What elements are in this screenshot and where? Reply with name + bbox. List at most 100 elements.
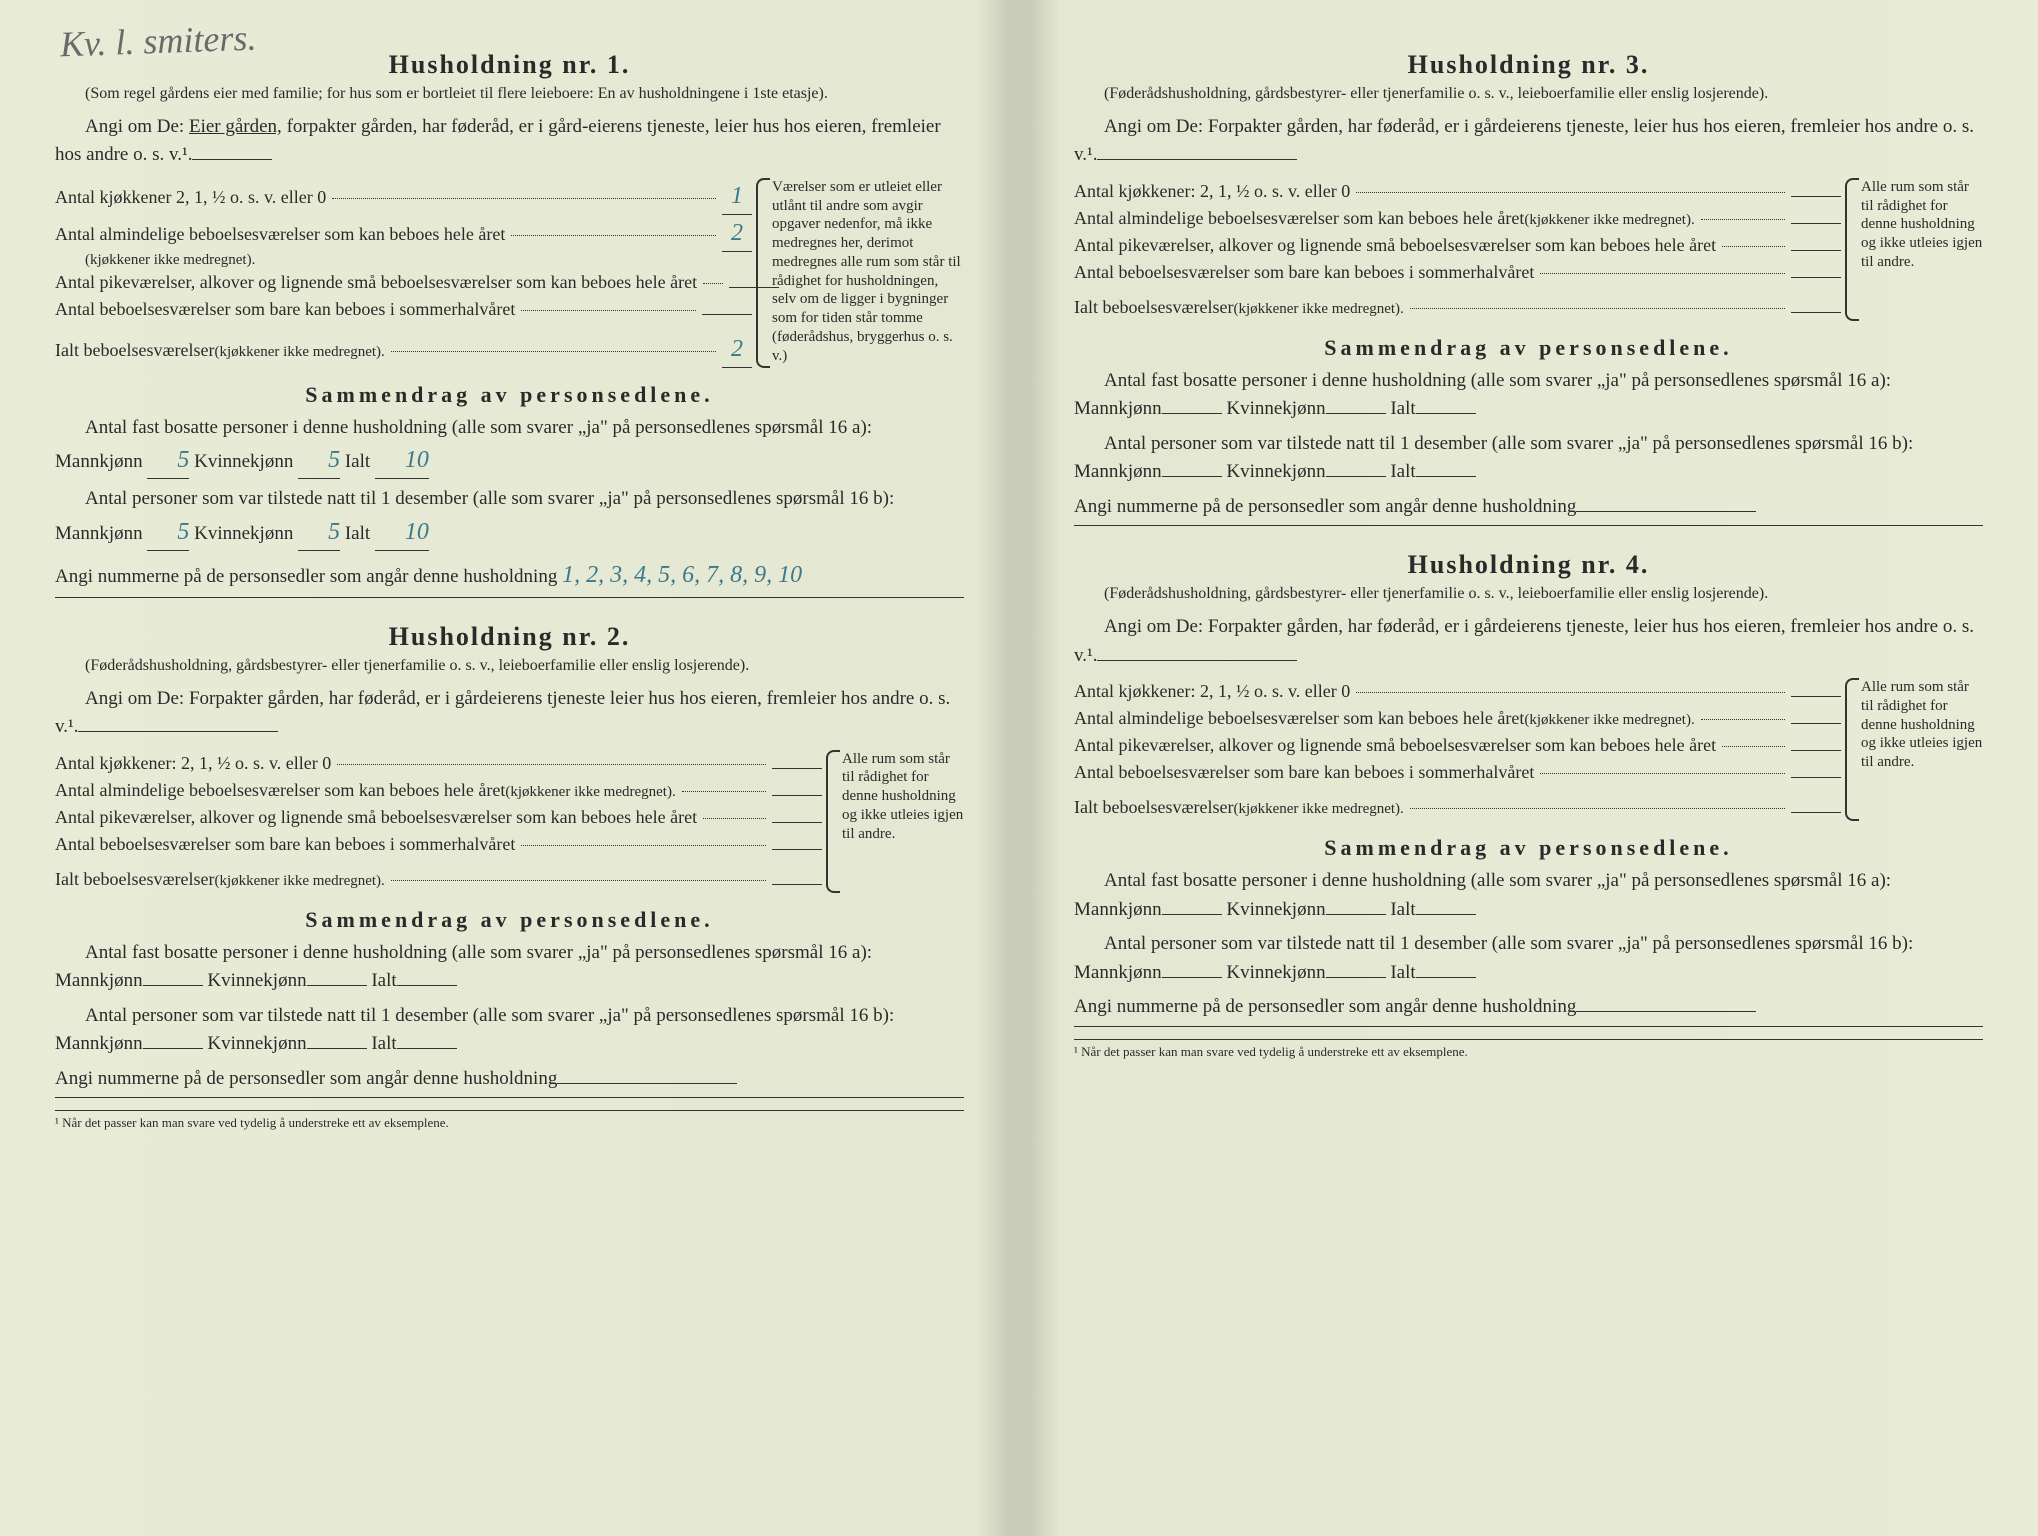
bare-label-4: Antal beboelsesværelser som bare kan beb…	[1074, 759, 1534, 786]
brace-icon	[1845, 178, 1859, 321]
brace-icon	[826, 750, 840, 893]
right-page: Husholdning nr. 3. (Føderådshusholdning,…	[1019, 0, 2038, 1536]
mann-a: 5	[147, 442, 189, 479]
tilstede-label-4: Antal personer som var tilstede natt til…	[1074, 933, 1913, 983]
ialt-p-label-2b: Ialt	[371, 1033, 396, 1054]
household-1: Husholdning nr. 1. (Som regel gårdens ei…	[55, 50, 964, 598]
household-4-subtitle: (Føderådshusholdning, gårdsbestyrer- ell…	[1074, 584, 1983, 605]
kv-label-4: Kvinnekjønn	[1226, 899, 1325, 920]
pike-label-3: Antal pikeværelser, alkover og lignende …	[1074, 232, 1716, 259]
household-3: Husholdning nr. 3. (Føderådshusholdning,…	[1074, 50, 1983, 526]
kv-label-3b: Kvinnekjønn	[1226, 461, 1325, 482]
ialt-a: 10	[375, 442, 429, 479]
angi-num-label-3: Angi nummerne på de personsedler som ang…	[1074, 496, 1576, 517]
household-4-angi: Angi om De: Forpakter gården, har føderå…	[1074, 613, 1983, 670]
household-4-summary-title: Sammendrag av personsedlene.	[1074, 835, 1983, 861]
kv-label-b: Kvinnekjønn	[194, 523, 293, 544]
angi-2: Angi om De: Forpakter gården, har føderå…	[55, 688, 950, 738]
ialt-sub-3: (kjøkkener ikke medregnet).	[1233, 298, 1403, 321]
kv-label-4b: Kvinnekjønn	[1226, 962, 1325, 983]
household-2-title: Husholdning nr. 2.	[55, 622, 964, 652]
angi-num-label-2: Angi nummerne på de personsedler som ang…	[55, 1068, 557, 1089]
ialt-label-3: Ialt beboelsesværelser	[1074, 294, 1233, 321]
tilstede-line-3: Antal personer som var tilstede natt til…	[1074, 430, 1983, 487]
tilstede-label-2: Antal personer som var tilstede natt til…	[55, 1005, 894, 1055]
household-4: Husholdning nr. 4. (Føderådshusholdning,…	[1074, 550, 1983, 1059]
ialt-p-label: Ialt	[345, 451, 370, 472]
kv-label: Kvinnekjønn	[194, 451, 293, 472]
household-4-sidenote: Alle rum som står til rådighet for denne…	[1853, 678, 1983, 821]
angi-underlined: Eier gården,	[189, 116, 282, 137]
ialt-label: Ialt beboelsesværelser	[55, 337, 214, 364]
household-2-summary-title: Sammendrag av personsedlene.	[55, 907, 964, 933]
bare-label-3: Antal beboelsesværelser som bare kan beb…	[1074, 259, 1534, 286]
kv-a: 5	[298, 442, 340, 479]
household-2-subtitle: (Føderådshusholdning, gårdsbestyrer- ell…	[55, 656, 964, 677]
kj-value: 1	[722, 178, 752, 215]
tilstede-line-2: Antal personer som var tilstede natt til…	[55, 1002, 964, 1059]
sidenote-text-2: Alle rum som står til rådighet for denne…	[842, 751, 963, 842]
pike-label: Antal pikeværelser, alkover og lignende …	[55, 269, 697, 296]
alm-label-3: Antal almindelige beboelsesværelser som …	[1074, 205, 1524, 232]
fast-line-2: Antal fast bosatte personer i denne hush…	[55, 939, 964, 996]
household-4-title: Husholdning nr. 4.	[1074, 550, 1983, 580]
ialt-p-label-4: Ialt	[1390, 899, 1415, 920]
kv-label-3: Kvinnekjønn	[1226, 398, 1325, 419]
ialt-p-label-3b: Ialt	[1390, 461, 1415, 482]
household-3-summary-title: Sammendrag av personsedlene.	[1074, 335, 1983, 361]
num-val: 1, 2, 3, 4, 5, 6, 7, 8, 9, 10	[562, 557, 802, 593]
household-1-subtitle: (Som regel gårdens eier med familie; for…	[55, 84, 964, 105]
alm-sub-2: (kjøkkener ikke medregnet).	[505, 781, 675, 804]
angi-num-4: Angi nummerne på de personsedler som ang…	[1074, 993, 1983, 1027]
ialt-p-label-b: Ialt	[345, 523, 370, 544]
pike-label-2: Antal pikeværelser, alkover og lignende …	[55, 804, 697, 831]
footnote-left: ¹ Når det passer kan man svare ved tydel…	[55, 1110, 964, 1131]
bare-label: Antal beboelsesværelser som bare kan beb…	[55, 296, 515, 323]
kv-label-2: Kvinnekjønn	[207, 970, 306, 991]
ialt-b: 10	[375, 514, 429, 551]
kv-b: 5	[298, 514, 340, 551]
household-1-sidenote: Værelser som er utleiet eller utlånt til…	[764, 178, 964, 368]
angi-3: Angi om De: Forpakter gården, har føderå…	[1074, 116, 1974, 166]
household-2-sidenote: Alle rum som står til rådighet for denne…	[834, 750, 964, 893]
household-1-angi: Angi om De: Eier gården, forpakter gårde…	[55, 113, 964, 170]
angi-4: Angi om De: Forpakter gården, har føderå…	[1074, 616, 1974, 666]
household-3-rooms: Antal kjøkkener: 2, 1, ½ o. s. v. eller …	[1074, 178, 1983, 321]
household-4-rooms: Antal kjøkkener: 2, 1, ½ o. s. v. eller …	[1074, 678, 1983, 821]
household-3-title: Husholdning nr. 3.	[1074, 50, 1983, 80]
brace-icon	[756, 178, 770, 368]
fast-line-4: Antal fast bosatte personer i denne hush…	[1074, 867, 1983, 924]
household-3-sidenote: Alle rum som står til rådighet for denne…	[1853, 178, 1983, 321]
household-1-rooms: Antal kjøkkener 2, 1, ½ o. s. v. eller 0…	[55, 178, 964, 368]
kj-label-2: Antal kjøkkener: 2, 1, ½ o. s. v. eller …	[55, 750, 331, 777]
ialt-label-4: Ialt beboelsesværelser	[1074, 794, 1233, 821]
sidenote-text: Værelser som er utleiet eller utlånt til…	[772, 179, 961, 364]
household-1-summary-title: Sammendrag av personsedlene.	[55, 382, 964, 408]
left-page: Kv. l. smiters. Husholdning nr. 1. (Som …	[0, 0, 1019, 1536]
ialt-p-label-4b: Ialt	[1390, 962, 1415, 983]
kj-label-3: Antal kjøkkener: 2, 1, ½ o. s. v. eller …	[1074, 178, 1350, 205]
ialt-label-2: Ialt beboelsesværelser	[55, 866, 214, 893]
ialt-p-label-3: Ialt	[1390, 398, 1415, 419]
ialt-sub-2: (kjøkkener ikke medregnet).	[214, 870, 384, 893]
alm-sub-4: (kjøkkener ikke medregnet).	[1524, 709, 1694, 732]
alm-label-4: Antal almindelige beboelsesværelser som …	[1074, 705, 1524, 732]
alm-sub-3: (kjøkkener ikke medregnet).	[1524, 209, 1694, 232]
fast-label-4: Antal fast bosatte personer i denne hush…	[1074, 870, 1891, 920]
alm-sub: (kjøkkener ikke medregnet).	[55, 252, 752, 269]
kj-label: Antal kjøkkener 2, 1, ½ o. s. v. eller 0	[55, 184, 326, 211]
angi-num-3: Angi nummerne på de personsedler som ang…	[1074, 493, 1983, 527]
angi-num-label: Angi nummerne på de personsedler som ang…	[55, 566, 557, 587]
pike-label-4: Antal pikeværelser, alkover og lignende …	[1074, 732, 1716, 759]
household-3-subtitle: (Føderådshusholdning, gårdsbestyrer- ell…	[1074, 84, 1983, 105]
household-3-angi: Angi om De: Forpakter gården, har føderå…	[1074, 113, 1983, 170]
fast-label-2: Antal fast bosatte personer i denne hush…	[55, 942, 872, 992]
footnote-right: ¹ Når det passer kan man svare ved tydel…	[1074, 1039, 1983, 1060]
ialt-p-label-2: Ialt	[371, 970, 396, 991]
angi-num-1: Angi nummerne på de personsedler som ang…	[55, 557, 964, 598]
alm-label-2: Antal almindelige beboelsesværelser som …	[55, 777, 505, 804]
ialt-sub-4: (kjøkkener ikke medregnet).	[1233, 798, 1403, 821]
angi-num-2: Angi nummerne på de personsedler som ang…	[55, 1065, 964, 1099]
kv-label-2b: Kvinnekjønn	[207, 1033, 306, 1054]
fast-line-1: Antal fast bosatte personer i denne hush…	[55, 414, 964, 480]
